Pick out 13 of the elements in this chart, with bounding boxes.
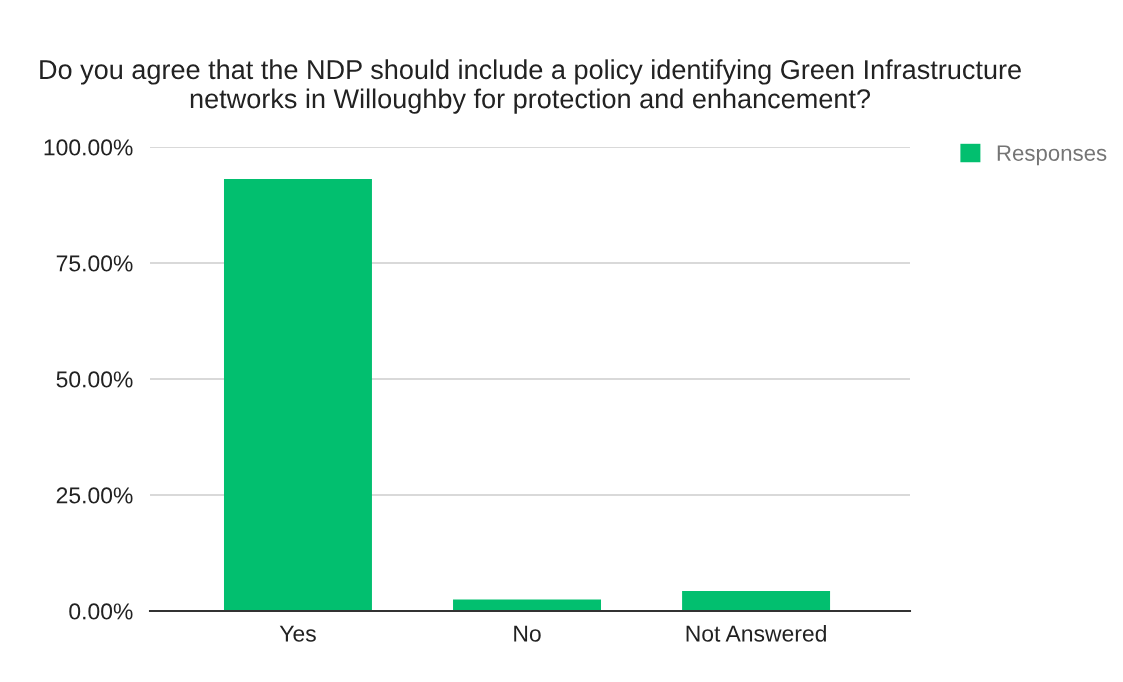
y-tick-label: 0.00% (69, 603, 133, 620)
legend-label: Responses (997, 145, 1107, 166)
x-tick-label: Yes (279, 625, 316, 642)
y-tick-label: 50.00% (56, 371, 133, 388)
bar (223, 179, 372, 611)
x-tick-label: No (514, 625, 541, 642)
y-tick-label: 75.00% (56, 255, 133, 272)
bar (453, 599, 602, 611)
y-tick-label: 25.00% (56, 487, 133, 504)
bar (682, 591, 831, 611)
chart-title: Do you agree that the NDP should include a policy identifying Green Infrastructure networks in Willoughby for protection and enhancement? (40, 59, 1021, 114)
y-tick-label: 100.00% (44, 139, 133, 156)
x-tick-label: Not Answered (686, 624, 826, 642)
